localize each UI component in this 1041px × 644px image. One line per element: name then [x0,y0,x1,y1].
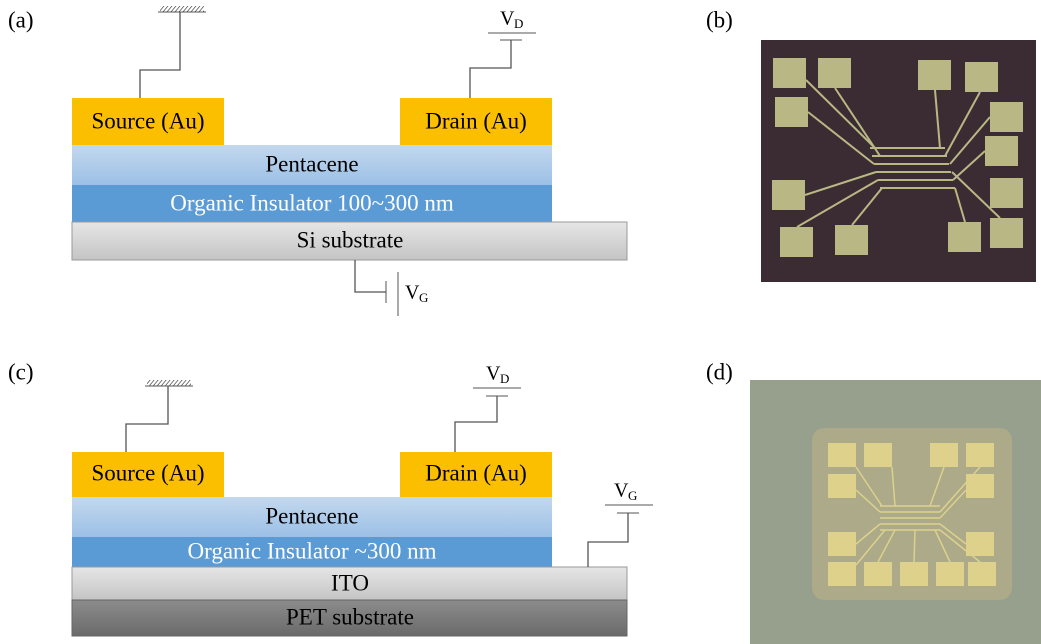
vg-subscript: G [628,488,637,503]
vd-symbol: V [500,8,515,30]
layer-label: Pentacene [265,151,358,176]
layer-label: PET substrate [286,604,414,629]
vg-symbol: V [405,282,420,304]
vg-subscript: G [419,290,428,305]
device-photo [761,40,1036,282]
vg-symbol: V [614,480,629,502]
wire [355,260,386,292]
panel-label: (a) [8,7,34,32]
layer-label: Source (Au) [91,108,204,133]
wire [140,12,180,98]
panel-label: (c) [8,359,34,384]
ground [145,380,193,386]
wire [470,40,511,98]
panel-label: (d) [706,359,733,384]
layer-label: Drain (Au) [425,108,527,133]
layer-label: Source (Au) [91,460,204,485]
ground [158,6,206,12]
wire [588,513,628,567]
layer-label: Pentacene [265,503,358,528]
wire [126,386,168,452]
vd-symbol: V [486,363,501,385]
figure: (a) V D Source (Au) Drain (Au) Pentacene… [0,0,1041,644]
vd-subscript: D [500,371,509,386]
device-photo [750,380,1041,644]
layer-label: Si substrate [297,227,404,252]
panel-label: (b) [706,7,733,32]
vd-subscript: D [514,16,523,31]
layer-label: Drain (Au) [425,460,527,485]
layer-label: ITO [331,570,369,595]
wire [455,396,497,452]
layer-label: Organic Insulator ~300 nm [187,538,436,563]
layer-label: Organic Insulator 100~300 nm [170,190,454,215]
